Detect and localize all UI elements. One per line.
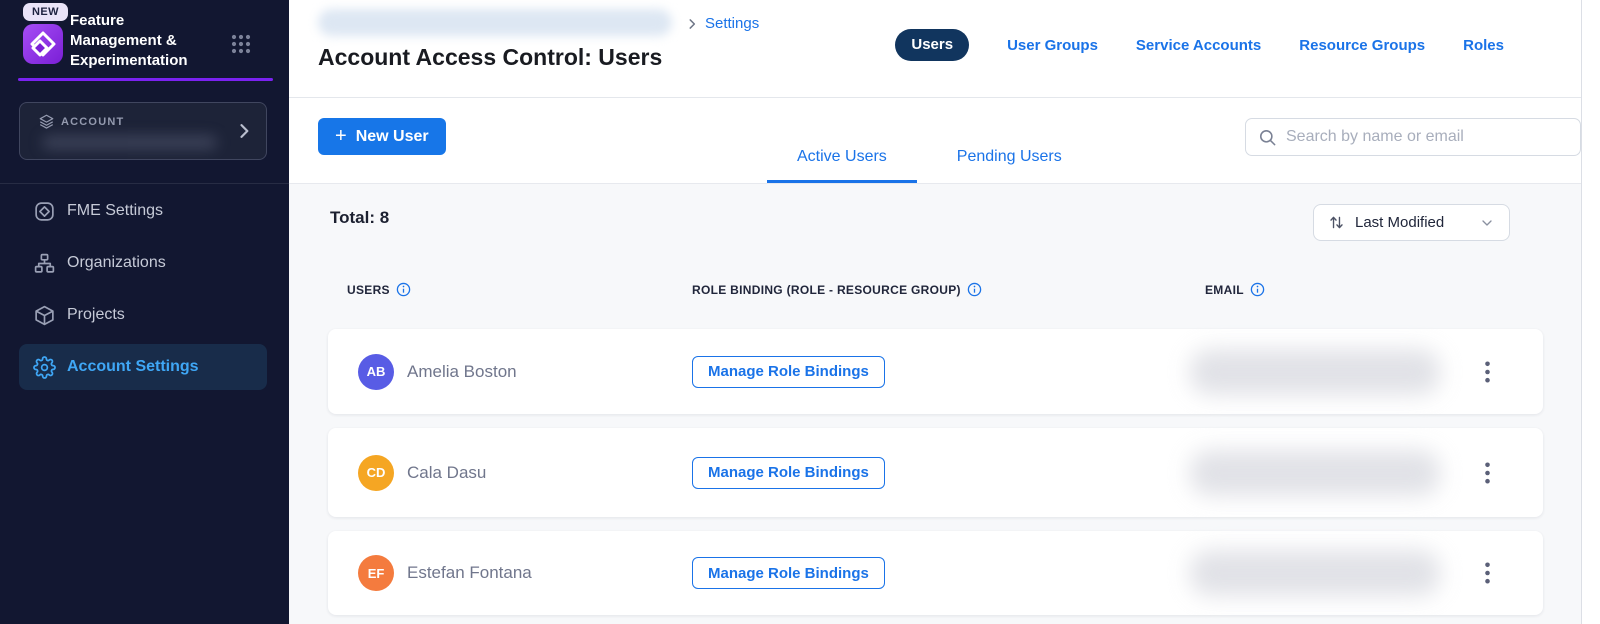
sidebar-item-label: Account Settings [67, 358, 199, 375]
user-row: EF Estefan Fontana Manage Role Bindings [328, 531, 1543, 615]
manage-role-bindings-button[interactable]: Manage Role Bindings [692, 355, 885, 388]
sidebar-item-label: FME Settings [67, 202, 164, 219]
account-label: ACCOUNT [61, 115, 125, 128]
sidebar-divider [0, 183, 289, 184]
account-name-redacted [42, 136, 217, 149]
info-icon[interactable] [396, 282, 411, 297]
new-user-button-label: New User [355, 127, 429, 145]
fme-logo-icon [33, 200, 56, 223]
app-switcher-grid-icon[interactable] [230, 33, 252, 55]
table-header-row: USERS ROLE BINDING (ROLE - RESOURCE GROU… [289, 282, 1581, 302]
sort-dropdown[interactable]: Last Modified [1313, 204, 1510, 241]
nav-tab-user-groups[interactable]: User Groups [1007, 36, 1098, 54]
user-row: AB Amelia Boston Manage Role Bindings [328, 329, 1543, 414]
nav-tab-roles[interactable]: Roles [1463, 36, 1504, 54]
cube-icon [33, 304, 56, 327]
sidebar-item-label: Organizations [67, 254, 166, 271]
tab-active-users[interactable]: Active Users [767, 148, 917, 183]
toolbar: + New User Active Users Pending Users [289, 99, 1581, 183]
access-control-nav: Users User Groups Service Accounts Resou… [895, 29, 1504, 61]
row-menu-button[interactable] [1475, 461, 1499, 485]
new-user-button[interactable]: + New User [318, 118, 446, 155]
plus-icon: + [335, 124, 347, 147]
sidebar-item-account-settings[interactable]: Account Settings [19, 344, 267, 390]
gear-icon [33, 355, 56, 379]
tab-pending-users[interactable]: Pending Users [956, 148, 1062, 165]
app-title: Feature Management & Experimentation [70, 12, 188, 69]
user-state-tabs: Active Users Pending Users [767, 148, 1092, 183]
sidebar: NEW Feature Management & Experimentation [0, 0, 289, 624]
nav-tab-service-accounts[interactable]: Service Accounts [1135, 36, 1262, 54]
layers-icon [39, 114, 54, 129]
sidebar-menu: FME Settings Organizations [19, 188, 267, 390]
users-list-section: Total: 8 Last Modified USERS [289, 183, 1581, 624]
info-icon[interactable] [967, 282, 982, 297]
info-icon[interactable] [1250, 282, 1265, 297]
column-header-email: EMAIL [1205, 282, 1244, 297]
nav-tab-resource-groups[interactable]: Resource Groups [1299, 36, 1426, 54]
main-header: Settings Account Access Control: Users U… [289, 0, 1581, 98]
manage-role-bindings-button[interactable]: Manage Role Bindings [692, 456, 885, 489]
manage-role-bindings-button[interactable]: Manage Role Bindings [692, 557, 885, 589]
page-title: Account Access Control: Users [318, 44, 663, 70]
breadcrumb-settings-link[interactable]: Settings [705, 15, 760, 32]
main-content: Settings Account Access Control: Users U… [289, 0, 1582, 624]
email-redacted [1190, 348, 1440, 395]
nav-tab-users[interactable]: Users [895, 29, 970, 61]
chevron-down-icon [1479, 215, 1495, 231]
search-input[interactable] [1286, 128, 1568, 146]
sort-dropdown-value: Last Modified [1355, 214, 1445, 231]
row-menu-button[interactable] [1475, 360, 1499, 384]
org-chart-icon [33, 252, 56, 275]
account-switcher[interactable]: ACCOUNT [19, 102, 267, 160]
user-row: CD Cala Dasu Manage Role Bindings [328, 428, 1543, 517]
app-logo-icon [23, 24, 63, 64]
sidebar-item-fme-settings[interactable]: FME Settings [19, 188, 267, 234]
sidebar-item-organizations[interactable]: Organizations [19, 240, 267, 286]
sidebar-item-projects[interactable]: Projects [19, 292, 267, 338]
breadcrumb-redacted[interactable] [318, 9, 672, 36]
total-count: Total: 8 [330, 208, 390, 227]
avatar: EF [358, 555, 394, 591]
search-box [1245, 118, 1581, 156]
user-name: Cala Dasu [407, 462, 487, 482]
avatar: CD [358, 454, 394, 491]
email-redacted [1190, 550, 1440, 596]
email-redacted [1190, 449, 1440, 496]
sidebar-item-label: Projects [67, 306, 125, 323]
column-header-role-binding: ROLE BINDING (ROLE - RESOURCE GROUP) [692, 282, 961, 297]
user-name: Estefan Fontana [407, 563, 532, 582]
row-menu-button[interactable] [1475, 561, 1499, 585]
new-badge: NEW [23, 3, 68, 21]
search-icon [1258, 128, 1277, 147]
sort-arrows-icon [1328, 214, 1345, 231]
brand-divider [18, 78, 273, 81]
column-header-users: USERS [347, 282, 390, 297]
breadcrumb-chevron-icon [685, 17, 699, 31]
user-name: Amelia Boston [407, 361, 517, 381]
avatar: AB [358, 353, 394, 390]
chevron-right-icon [234, 121, 254, 141]
